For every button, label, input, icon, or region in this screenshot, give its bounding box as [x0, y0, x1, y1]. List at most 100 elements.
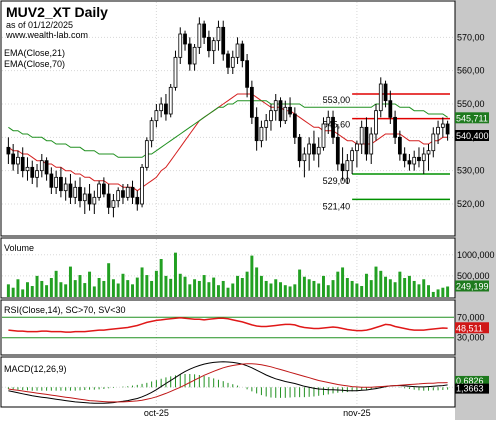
volume-bar: [269, 283, 273, 297]
candle-body: [421, 153, 426, 162]
volume-bar: [326, 285, 330, 297]
candle-body: [283, 106, 288, 122]
volume-bar: [169, 278, 173, 297]
volume-bar: [250, 255, 254, 297]
candle-body: [312, 143, 316, 155]
candle-body: [25, 166, 30, 172]
volume-bar: [40, 280, 44, 297]
level-label: 521,40: [323, 201, 351, 211]
volume-bar: [88, 271, 92, 297]
volume-bar: [236, 275, 240, 297]
candle-body: [82, 193, 87, 202]
candle-body: [39, 160, 44, 172]
volume-bar: [92, 286, 96, 297]
macd-series: [7, 361, 449, 404]
candle-body: [211, 40, 216, 52]
volume-bar: [188, 284, 192, 297]
candle-body: [59, 176, 63, 192]
candle-body: [149, 120, 154, 142]
candle-body: [221, 26, 226, 55]
candle-body: [68, 183, 73, 198]
volume-title: Volume: [4, 243, 34, 253]
volume-bar: [364, 273, 368, 297]
volume-tick-label: 500,000: [457, 271, 490, 281]
volume-bar: [231, 283, 235, 297]
candle-body: [164, 103, 168, 115]
candle-body: [402, 153, 407, 162]
candle-body: [436, 126, 440, 135]
candle-body: [140, 166, 144, 205]
candle-body: [345, 160, 350, 172]
volume-bar: [388, 279, 392, 297]
candle-body: [73, 186, 78, 198]
ema70-line: [8, 100, 448, 158]
volume-bar: [422, 279, 426, 297]
volume-bar: [322, 275, 325, 297]
volume-bar: [407, 275, 411, 297]
level-label: 553,00: [323, 95, 351, 105]
volume-bar: [68, 266, 72, 297]
volume-bar: [355, 283, 359, 297]
volume-bar: [336, 271, 340, 297]
candle-body: [202, 23, 207, 38]
candle-body: [92, 196, 97, 205]
candle-body: [292, 113, 297, 138]
volume-bar: [126, 280, 130, 297]
volume-bar: [116, 283, 120, 297]
candle-body: [230, 56, 235, 68]
candle-body: [78, 186, 82, 202]
volume-bar: [240, 278, 244, 297]
volume-bar: [174, 252, 177, 297]
candle-body: [331, 116, 335, 138]
candle-body: [183, 33, 187, 45]
macd-last-badge: [455, 375, 489, 386]
candlesticks: [6, 17, 450, 218]
volume-bar: [64, 284, 68, 297]
volume-bar: [54, 270, 58, 297]
ema70-legend: EMA(Close,70): [4, 59, 65, 69]
candle-body: [378, 83, 383, 112]
volume-bar: [393, 282, 397, 297]
candle-body: [369, 133, 374, 155]
volume-bar: [259, 275, 263, 297]
support-resistance-lines: 553,00 545,60 529,00 521,40: [323, 93, 450, 211]
volume-bars: [6, 252, 450, 297]
candle-body: [97, 183, 101, 198]
volume-bar: [298, 269, 302, 297]
candle-body: [121, 190, 125, 198]
volume-bar: [197, 280, 201, 297]
candle-body: [426, 150, 431, 155]
candle-body: [359, 126, 364, 145]
volume-bar: [417, 284, 421, 297]
volume-bar: [11, 287, 15, 297]
volume-bar: [374, 266, 378, 297]
candle-body: [393, 116, 397, 138]
macd-signal-badge: [455, 383, 489, 394]
candle-body: [154, 110, 159, 122]
website-label: www.wealth-lab.com: [5, 30, 88, 40]
candle-body: [216, 26, 221, 42]
volume-bar: [412, 280, 416, 297]
volume-bar: [283, 285, 287, 297]
candle-body: [125, 186, 130, 198]
volume-bar: [302, 276, 306, 297]
candle-body: [273, 100, 278, 112]
volume-panel: [0, 237, 456, 299]
volume-bar: [59, 282, 63, 297]
volume-bar: [207, 282, 211, 297]
candle-body: [168, 86, 173, 115]
volume-bar: [384, 276, 388, 297]
volume-bar: [312, 280, 316, 297]
candle-body: [144, 140, 149, 168]
volume-bar: [427, 285, 430, 297]
candle-body: [254, 116, 259, 142]
volume-bar: [164, 275, 168, 297]
volume-bar: [441, 287, 445, 297]
date-tick-label: oct-25: [144, 408, 169, 418]
volume-bar: [202, 275, 206, 297]
volume-bar: [307, 279, 311, 297]
candle-body: [87, 193, 92, 205]
volume-bar: [221, 280, 225, 297]
candle-body: [407, 160, 412, 165]
